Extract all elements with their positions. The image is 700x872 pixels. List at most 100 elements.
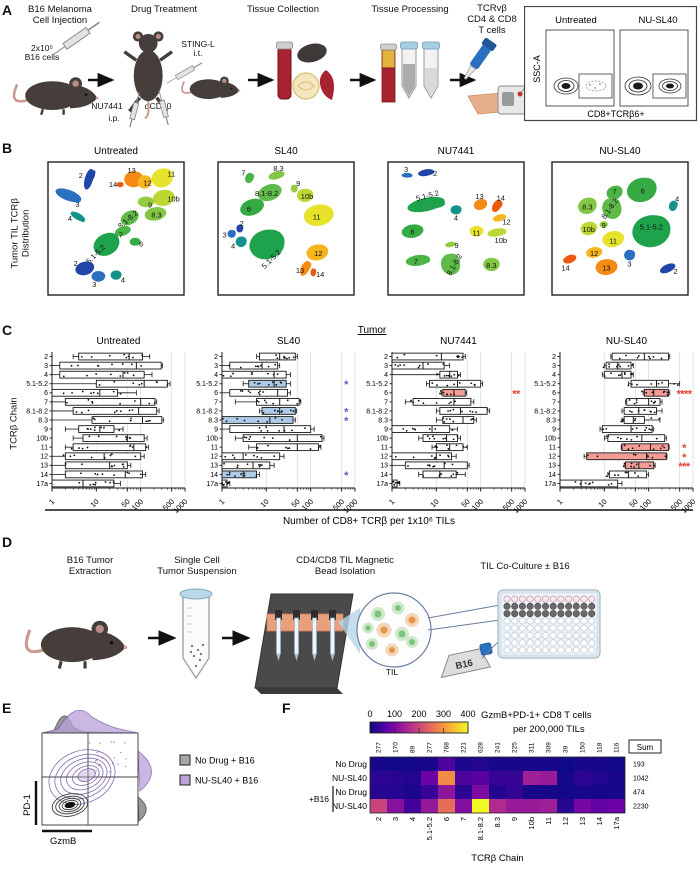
heatmap-cell — [506, 771, 523, 785]
chain-label: 7 — [384, 399, 388, 406]
well — [542, 595, 550, 603]
box-row — [583, 452, 668, 461]
heatmap-cell — [370, 785, 387, 799]
cluster-blob: 12 — [306, 244, 329, 261]
chain-label: 12 — [40, 454, 48, 461]
chain-label: 14 — [210, 472, 218, 479]
row-label: NU-SL40 — [332, 773, 367, 783]
step-title-tcrvb: TCRvβ CD4 & CD8 T cells — [467, 3, 517, 36]
purple-population — [48, 741, 127, 805]
chain-label: 2 — [44, 354, 48, 361]
b16-flask-icon: B16 — [440, 642, 493, 679]
inset-title-nusl40: NU-SL40 — [638, 15, 677, 26]
chain-column-label: 9 — [510, 817, 519, 821]
cluster-label: 2 — [433, 169, 437, 178]
well — [549, 624, 557, 632]
column-total: 116 — [614, 742, 621, 753]
cluster-blob: 6 — [626, 177, 657, 203]
well — [526, 624, 534, 632]
well — [588, 617, 596, 625]
cluster-blob: 4 — [231, 236, 247, 250]
well — [580, 610, 588, 618]
well — [557, 610, 565, 618]
cluster-blob: 8.1-8.2 — [116, 208, 140, 230]
cluster-blob: 9 — [290, 179, 300, 193]
heatmap-cell — [540, 799, 557, 813]
box-row — [259, 407, 297, 415]
chain-label: 5.1-5.2 — [26, 381, 48, 388]
box-row — [221, 416, 296, 424]
heatmap-cell — [574, 771, 591, 785]
cluster-blob: 2 — [236, 219, 244, 233]
box-row — [641, 388, 671, 397]
cluster-blob: 10b — [580, 221, 597, 236]
box-row — [51, 361, 163, 370]
box-row — [599, 425, 655, 433]
heatmap-cell — [489, 771, 506, 785]
well — [511, 639, 519, 647]
heatmap-cell — [506, 757, 523, 771]
heatmap-cell — [557, 799, 574, 813]
marginal-right-purple — [137, 750, 152, 792]
well — [503, 639, 511, 647]
heatmap-cell — [404, 799, 421, 813]
well — [526, 617, 534, 625]
chain-label: 11 — [211, 445, 218, 452]
cluster-blob: 10b — [296, 188, 314, 202]
well — [580, 646, 588, 654]
til-label: TIL — [385, 667, 399, 677]
box-row — [391, 370, 461, 379]
well — [518, 639, 526, 647]
cluster-label: 9 — [454, 241, 458, 250]
group-label: +B16 — [309, 794, 329, 804]
heatmap-cell — [370, 757, 387, 771]
cluster-blob: 3 — [91, 271, 106, 289]
chain-label: 14 — [40, 472, 48, 479]
chain-column-label: 11 — [544, 817, 553, 825]
cluster-label: 2 — [240, 219, 244, 228]
cluster-label: 3 — [223, 230, 227, 239]
box-row — [439, 388, 467, 397]
heatmap-cell — [523, 757, 540, 771]
heatmap-cell — [472, 757, 489, 771]
well — [557, 632, 565, 640]
row-label: No Drug — [335, 787, 367, 797]
cluster-blob: 9 — [137, 196, 155, 209]
heatmap-cell — [370, 799, 387, 813]
cluster-label: 14 — [109, 180, 117, 189]
cluster-label: 2 — [74, 259, 78, 268]
note-b16-cells: 2x10⁵ B16 cells — [24, 43, 60, 63]
box-row — [620, 416, 661, 424]
colorbar-tick-label: 300 — [436, 709, 451, 719]
row-sum: 1042 — [633, 776, 649, 783]
x-tick-label: 50 — [627, 497, 639, 509]
note-ip: i.p. — [108, 113, 120, 123]
chain-label: 6 — [552, 390, 556, 397]
cluster-blob: 12 — [137, 175, 152, 189]
significance-stars: * — [682, 452, 687, 464]
chain-label: 3 — [44, 363, 48, 370]
cluster-label: 13 — [128, 166, 136, 175]
cluster-label: 11 — [609, 237, 617, 246]
plot-frame — [41, 732, 139, 826]
box-row — [234, 434, 325, 442]
well — [565, 624, 573, 632]
panel-c-label: C — [2, 322, 13, 338]
chain-label: 14 — [548, 472, 556, 479]
cluster-label: 12 — [502, 217, 510, 226]
chain-label: 10b — [206, 436, 218, 443]
cluster-label: 13 — [602, 264, 610, 273]
cluster-blob: 11 — [151, 168, 175, 188]
chain-label: 8.3 — [378, 417, 388, 424]
cluster-label: 4 — [121, 276, 125, 285]
panel-c-xlabel: Number of CD8+ TCRβ per 1x10⁶ TILs — [283, 516, 455, 527]
box-row — [559, 479, 623, 488]
chain-label: 8.1-8.2 — [26, 408, 48, 415]
heatmap-cell — [489, 785, 506, 799]
step-title-tissue-collection: Tissue Collection — [247, 4, 319, 15]
cluster-blob: 4 — [668, 194, 679, 212]
cluster-blob: 14 — [491, 193, 505, 212]
chain-label: 10b — [36, 436, 48, 443]
x-tick-label: 1000 — [171, 497, 189, 515]
